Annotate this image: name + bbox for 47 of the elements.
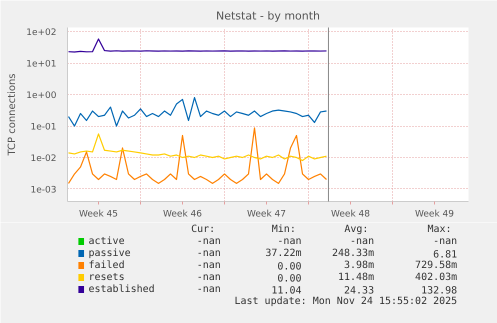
x-tick-label: Week 47 <box>247 210 286 220</box>
x-tick-label: Week 45 <box>79 210 118 220</box>
text: -nan <box>350 236 374 247</box>
legend-label: resets <box>88 272 125 283</box>
legend-label: established <box>88 284 155 295</box>
text: 0.00 <box>277 274 302 284</box>
text: 11.48m <box>338 272 374 283</box>
text: 132.98 <box>421 286 458 296</box>
legend-label: failed <box>88 260 125 271</box>
x-tick-label: Week 48 <box>331 210 370 220</box>
y-tick-label: 1e-02 <box>30 154 57 164</box>
text: 6.81 <box>433 250 458 260</box>
line-series <box>68 97 328 127</box>
chart-title: Netstat - by month <box>216 10 320 22</box>
legend-label: active <box>88 236 125 247</box>
x-tick-label: Week 49 <box>415 210 454 220</box>
text: Last update: Mon Nov 24 15:55:02 2025 <box>234 296 458 307</box>
y-tick-label: 1e+00 <box>26 91 57 102</box>
y-tick-label: 1e+02 <box>26 28 57 38</box>
text: 11.04 <box>271 286 302 296</box>
x-tick-label: Week 46 <box>163 210 202 220</box>
text: Max: <box>427 224 452 235</box>
text: -nan <box>196 248 221 259</box>
text: 37.22m <box>265 248 302 259</box>
text: 248.33m <box>332 248 374 259</box>
text: -nan <box>433 236 458 247</box>
text: -nan <box>196 260 221 271</box>
text: Cur: <box>191 224 216 235</box>
text: 24.33 <box>344 286 374 296</box>
text: 729.58m <box>415 260 458 271</box>
text: -nan <box>196 236 221 247</box>
text: Avg: <box>344 224 368 235</box>
text: -nan <box>277 236 302 247</box>
text: 3.98m <box>344 260 374 271</box>
text: -nan <box>196 272 221 283</box>
line-series <box>68 38 328 53</box>
y-tick-label: 1e-01 <box>30 122 57 133</box>
y-tick-label: 1e-03 <box>30 185 57 196</box>
text: -nan <box>196 284 221 295</box>
text: Min: <box>272 224 296 235</box>
line-series <box>68 127 328 184</box>
text: 402.03m <box>415 272 458 283</box>
text: 0.00 <box>277 262 302 272</box>
y-axis-title: TCP connections <box>7 73 18 157</box>
line-series <box>68 133 328 162</box>
y-tick-label: 1e+01 <box>26 60 57 70</box>
legend-label: passive <box>88 248 131 259</box>
